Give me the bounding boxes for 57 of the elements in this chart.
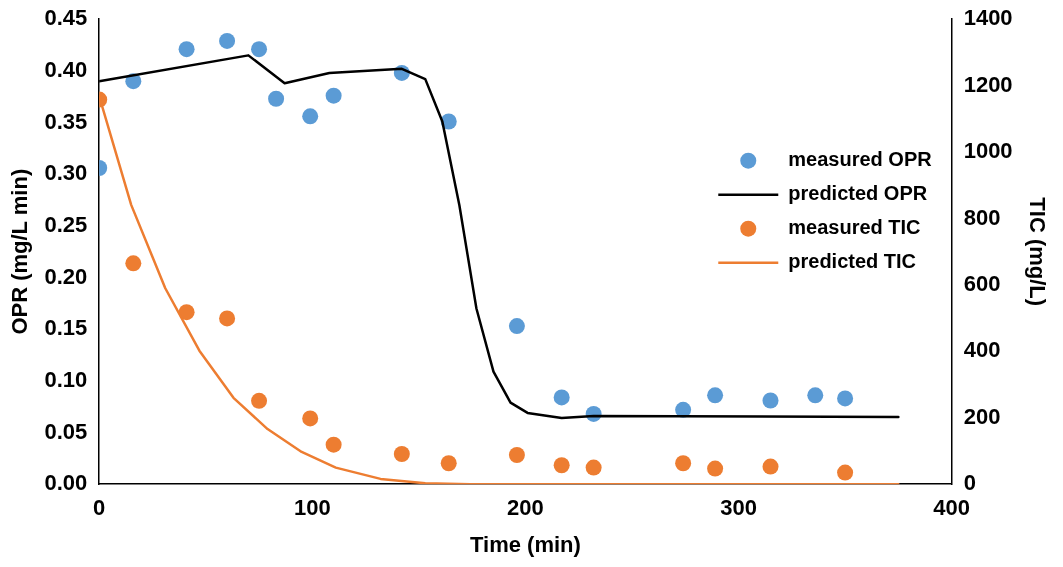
point [508,446,525,463]
y-tick-label: 0.05 [44,418,88,444]
point [325,436,342,453]
y2-tick-label: 1400 [963,5,1013,31]
y-tick-label: 0.20 [44,263,88,289]
x-tick-label: 300 [720,495,757,521]
point [508,318,525,335]
point [393,445,410,462]
point [762,392,779,409]
y2-tick-label: 400 [963,337,1001,363]
point [125,255,142,272]
x-tick-label: 0 [93,495,106,521]
y-tick-label: 0.15 [44,315,88,341]
x-tick-label: 400 [933,495,971,521]
point [251,392,268,409]
point [675,455,692,472]
y2-tick-label: 1200 [963,71,1013,97]
point [585,459,602,476]
point [762,458,779,475]
y2-tick-label: 200 [963,403,1001,429]
point [807,387,824,404]
point [178,41,195,58]
point [553,389,570,406]
point [707,460,724,477]
y-tick-label: 0.45 [44,5,88,31]
x-tick-label: 200 [507,495,544,521]
point [707,387,724,404]
point [251,41,268,58]
legend-label: measured TIC [788,216,921,239]
point [268,90,285,107]
point [553,457,570,474]
point [219,32,236,49]
y-tick-label: 0.30 [44,160,88,186]
y-tick-label: 0.25 [44,211,88,237]
legend-label: predicted OPR [788,182,928,205]
y-tick-label: 0.35 [44,108,88,134]
point [302,108,319,125]
y-tick-label: 0.40 [44,56,88,82]
point [837,390,854,407]
point [440,455,457,472]
legend-label: measured OPR [788,148,933,171]
y2-tick-label: 0 [963,470,976,496]
point [837,464,854,481]
point [325,87,342,104]
y2-tick-label: 800 [963,204,1001,230]
y2-tick-label: 1000 [963,138,1013,164]
y2-axis-title: TIC (mg/L) [1024,197,1050,307]
y-tick-label: 0.10 [44,366,88,392]
legend-label: predicted TIC [788,250,917,273]
y-tick-label: 0.00 [44,470,88,496]
point [178,304,195,321]
y2-tick-label: 600 [963,270,1001,296]
y-axis-title: OPR (mg/L min) [7,168,33,335]
x-axis-title: Time (min) [470,531,581,557]
point [302,410,319,427]
point [219,310,236,327]
x-tick-label: 100 [293,495,331,521]
